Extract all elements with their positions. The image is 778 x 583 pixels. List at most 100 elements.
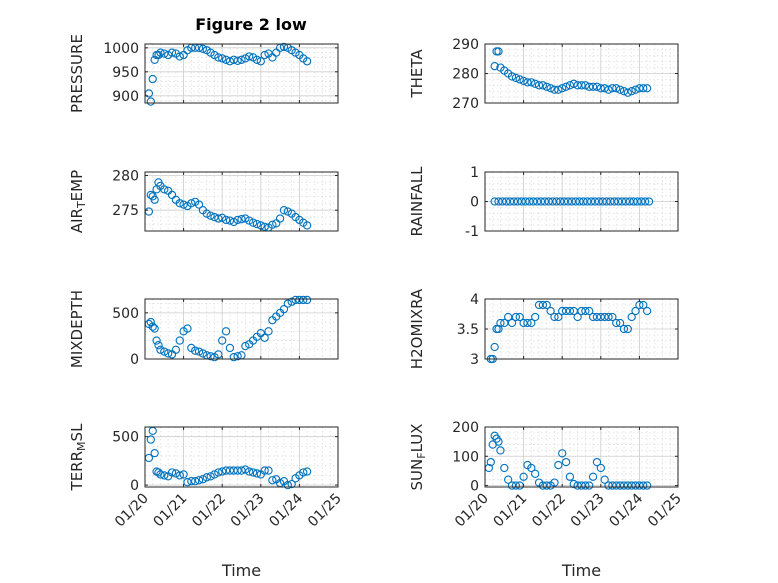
data-point bbox=[519, 76, 528, 86]
y-axis-label-1: THETA bbox=[408, 49, 426, 99]
y-tick-label: 280 bbox=[452, 67, 479, 83]
data-point bbox=[561, 82, 571, 91]
data-point bbox=[175, 52, 184, 61]
data-point bbox=[550, 85, 559, 94]
data-point bbox=[275, 214, 285, 223]
data-point bbox=[531, 312, 540, 322]
y-tick-label: 3.5 bbox=[457, 322, 479, 338]
data-point bbox=[202, 473, 211, 482]
data-point bbox=[268, 220, 277, 229]
data-point bbox=[198, 44, 208, 53]
data-point bbox=[534, 81, 544, 90]
y-tick-label: 100 bbox=[452, 449, 479, 465]
data-point bbox=[631, 306, 640, 316]
data-point bbox=[627, 87, 636, 96]
data-point bbox=[642, 84, 652, 93]
data-point bbox=[588, 472, 598, 481]
data-point bbox=[554, 460, 563, 470]
data-point bbox=[164, 349, 173, 358]
data-point bbox=[558, 84, 567, 93]
data-point bbox=[504, 475, 513, 484]
data-point bbox=[299, 468, 308, 477]
data-point bbox=[585, 481, 594, 490]
data-point bbox=[623, 324, 632, 334]
data-point bbox=[496, 446, 505, 455]
data-point bbox=[167, 48, 177, 57]
data-point bbox=[302, 57, 312, 66]
x-tick-label: 01/22 bbox=[529, 491, 569, 531]
data-point bbox=[494, 47, 503, 56]
data-point bbox=[612, 84, 621, 93]
data-point bbox=[150, 324, 159, 333]
data-point bbox=[144, 207, 154, 216]
data-point bbox=[152, 336, 161, 345]
data-point bbox=[511, 73, 521, 83]
data-point bbox=[248, 468, 258, 477]
y-axis-label-3: RAINFALL bbox=[408, 166, 426, 237]
data-point bbox=[214, 350, 223, 359]
data-point bbox=[600, 475, 609, 484]
data-point bbox=[183, 478, 192, 487]
axes-box bbox=[144, 43, 339, 104]
data-point bbox=[490, 61, 499, 71]
y-tick-label: 0 bbox=[130, 352, 139, 368]
data-point bbox=[577, 81, 586, 90]
data-point bbox=[156, 48, 165, 57]
data-point bbox=[565, 306, 575, 316]
data-point bbox=[241, 54, 250, 63]
data-point bbox=[146, 317, 155, 327]
data-point bbox=[569, 479, 578, 489]
data-point bbox=[214, 468, 223, 477]
data-point bbox=[175, 471, 184, 480]
data-point bbox=[154, 50, 163, 60]
data-point bbox=[160, 185, 169, 194]
data-point bbox=[160, 471, 169, 480]
data-point bbox=[531, 469, 540, 478]
y-tick-label: 270 bbox=[452, 96, 479, 112]
data-point bbox=[565, 472, 575, 481]
data-point bbox=[538, 300, 548, 310]
data-point bbox=[264, 466, 273, 475]
y-tick-label: 275 bbox=[112, 203, 139, 219]
data-point bbox=[527, 78, 536, 87]
data-point bbox=[150, 448, 159, 458]
data-point bbox=[146, 435, 155, 444]
data-point bbox=[515, 75, 524, 84]
data-point bbox=[268, 476, 277, 485]
y-axis-label-0: PRESSURE bbox=[68, 34, 86, 113]
axes-box bbox=[484, 426, 679, 488]
data-point bbox=[252, 55, 262, 64]
subplot-pressure: 900 950 1000 PRESSURE bbox=[68, 34, 339, 113]
data-point bbox=[604, 85, 613, 94]
x-tick-label: 01/21 bbox=[491, 491, 531, 531]
data-point bbox=[156, 470, 165, 479]
data-point bbox=[252, 219, 262, 229]
data-point bbox=[194, 347, 204, 356]
data-point bbox=[527, 463, 536, 473]
subplot-mixdepth: 0 500 MIXDEPTH bbox=[68, 290, 339, 368]
subplot-h2omixra: 3 3.5 4 H2OMIXRA bbox=[408, 288, 679, 369]
data-point bbox=[245, 467, 254, 476]
x-tick-label: 01/22 bbox=[189, 491, 229, 531]
data-point bbox=[302, 221, 312, 230]
data-point bbox=[260, 50, 269, 60]
data-point bbox=[542, 82, 551, 91]
data-point bbox=[287, 297, 296, 306]
data-point bbox=[218, 467, 227, 476]
figure-title: Figure 2 low bbox=[195, 15, 307, 34]
data-point bbox=[225, 216, 235, 225]
y-tick-label: 280 bbox=[112, 168, 139, 184]
data-point bbox=[496, 318, 505, 328]
data-point bbox=[639, 84, 648, 93]
data-point bbox=[612, 318, 621, 328]
data-point bbox=[171, 469, 181, 478]
data-point bbox=[581, 81, 590, 90]
data-point bbox=[494, 324, 503, 334]
data-point bbox=[642, 306, 652, 316]
data-point bbox=[206, 472, 215, 481]
data-point bbox=[639, 300, 648, 310]
y-tick-label: 0 bbox=[470, 195, 479, 211]
data-point bbox=[515, 312, 524, 322]
